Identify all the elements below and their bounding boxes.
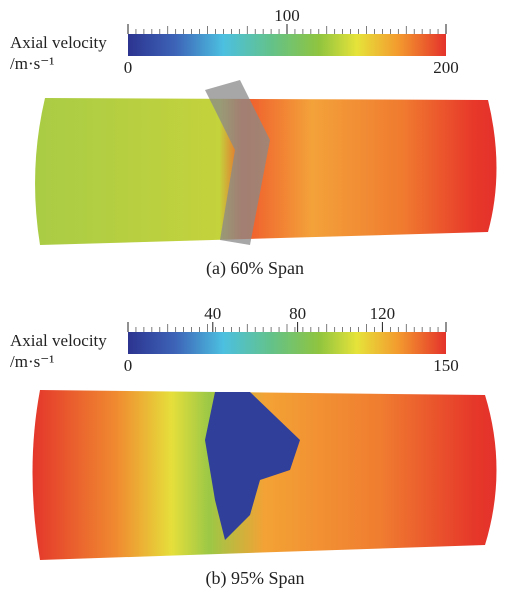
colorbar-unit: /m·s⁻¹ [10,54,54,73]
figure: Axial velocity/m·s⁻¹ 0 100 200 (a) 60% Span A… [0,0,511,598]
tick-label: 80 [289,304,306,323]
cylinder-contour [35,98,496,245]
caption: (a) 60% Span [206,258,304,279]
tick-label: 0 [124,356,133,375]
tick-label: 40 [204,304,221,323]
caption: (b) 95% Span [206,568,305,589]
tick-label: 120 [370,304,396,323]
tick-label: 100 [274,6,300,25]
tick-label: 0 [124,58,133,77]
tick-label: 200 [433,58,459,77]
colorbar-unit: /m·s⁻¹ [10,352,54,371]
colorbar [128,332,446,354]
colorbar-label: Axial velocity [10,331,107,350]
tick-label: 150 [433,356,459,375]
colorbar-label: Axial velocity [10,33,107,52]
colorbar [128,34,446,56]
